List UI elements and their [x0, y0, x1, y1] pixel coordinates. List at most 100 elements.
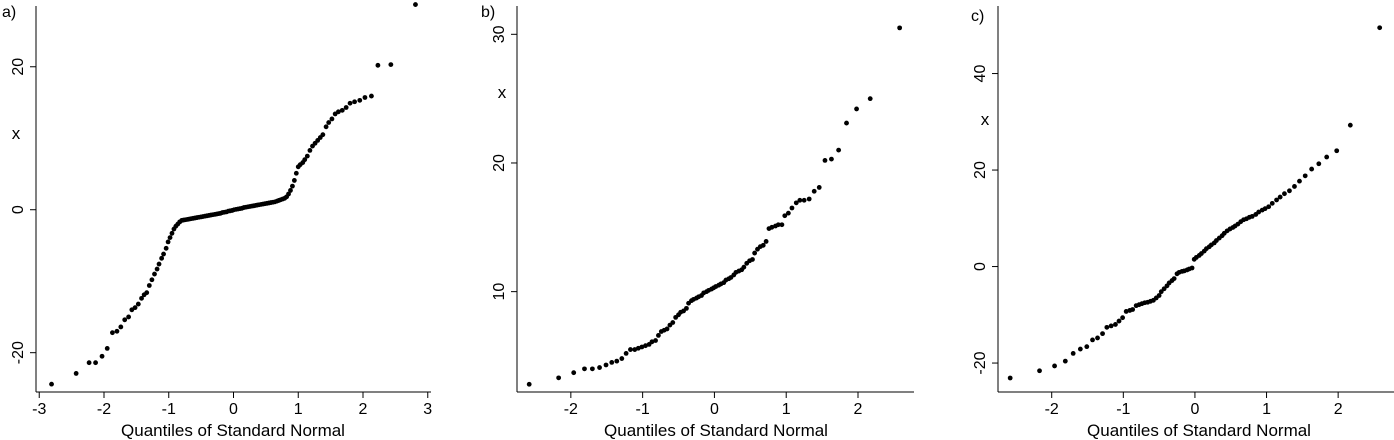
data-point — [357, 97, 363, 103]
data-point — [167, 235, 173, 241]
data-point — [867, 96, 873, 102]
x-tick-label: -2 — [1045, 401, 1059, 418]
panel-a: a) Quantiles of Standard Normal x -3 -2 -1… — [2, 2, 432, 440]
y-tick-label: 0 — [972, 262, 989, 271]
data-point — [623, 351, 629, 356]
x-axis-title: Quantiles of Standard Normal — [1087, 421, 1311, 440]
data-point — [1090, 337, 1095, 343]
data-point — [1084, 344, 1090, 350]
data-point — [614, 358, 620, 364]
panel-label: c) — [971, 8, 984, 25]
x-axis-title: Quantiles of Standard Normal — [121, 421, 345, 440]
point-layer — [49, 2, 418, 387]
point-layer — [1007, 25, 1383, 381]
data-point — [1007, 375, 1013, 381]
x-tick-label: 2 — [854, 401, 863, 418]
data-point — [49, 381, 54, 387]
data-point — [1274, 197, 1279, 203]
data-point — [122, 317, 128, 323]
data-point — [1324, 154, 1330, 160]
x-tick-label: 0 — [710, 401, 719, 418]
data-point — [1077, 346, 1083, 352]
data-point — [750, 257, 755, 262]
data-point — [126, 314, 131, 320]
data-point — [741, 264, 747, 270]
y-tick-label: 20 — [491, 154, 508, 172]
data-point — [323, 124, 329, 130]
data-point — [110, 330, 115, 336]
x-tick-label: 0 — [229, 401, 238, 418]
data-point — [1287, 188, 1292, 194]
data-point — [1095, 335, 1100, 341]
data-point — [782, 213, 788, 219]
data-point — [1309, 166, 1315, 172]
x-tick-label: 1 — [1262, 401, 1271, 418]
data-point — [73, 371, 79, 376]
data-point — [1292, 184, 1297, 189]
data-point — [829, 156, 834, 162]
data-point — [1108, 323, 1114, 329]
data-point — [352, 99, 357, 105]
data-point — [154, 266, 160, 272]
data-point — [293, 170, 299, 176]
data-point — [1266, 204, 1272, 210]
data-point — [149, 277, 155, 283]
data-point — [670, 320, 676, 325]
data-point — [118, 324, 124, 330]
data-point — [1189, 265, 1195, 271]
data-point — [362, 95, 368, 100]
data-point — [1302, 173, 1308, 179]
data-point — [1156, 293, 1162, 298]
x-tick-label: 3 — [423, 401, 432, 418]
y-tick-label: 30 — [491, 25, 508, 43]
y-tick-label: 20 — [972, 161, 989, 179]
x-tick-label: -2 — [97, 401, 111, 418]
data-point — [597, 365, 602, 370]
y-tick-label: 40 — [972, 65, 989, 83]
y-tick-label: 20 — [10, 58, 27, 76]
data-point — [1130, 307, 1136, 312]
panel-label: b) — [481, 4, 495, 21]
data-point — [844, 120, 849, 126]
y-tick-label: -20 — [10, 341, 27, 364]
data-point — [1037, 368, 1042, 374]
data-point — [822, 158, 828, 163]
data-point — [1100, 331, 1105, 337]
data-point — [1120, 315, 1126, 321]
data-point — [1113, 322, 1118, 327]
data-point — [339, 107, 345, 113]
data-point — [156, 261, 162, 267]
data-point — [388, 62, 394, 68]
data-point — [291, 178, 297, 183]
x-tick-label: -1 — [162, 401, 176, 418]
panel-c: c) Quantiles of Standard Normal x -2 -1 0 1… — [971, 6, 1394, 440]
data-point — [653, 338, 658, 343]
data-point — [793, 200, 799, 206]
x-tick-label: 1 — [294, 401, 303, 418]
data-point — [811, 188, 817, 194]
data-point — [146, 283, 152, 288]
data-point — [152, 271, 157, 277]
data-point — [1269, 200, 1275, 206]
data-point — [806, 196, 812, 202]
data-point — [854, 106, 859, 112]
data-point — [1052, 363, 1057, 369]
data-point — [302, 157, 308, 163]
data-point — [752, 250, 758, 256]
data-point — [816, 185, 822, 190]
data-point — [104, 345, 110, 351]
tick-layer: -2 -1 0 1 2 10 20 30 — [491, 25, 863, 418]
x-tick-label: 0 — [1190, 401, 1199, 418]
data-point — [1347, 122, 1353, 128]
x-tick-label: 2 — [359, 401, 368, 418]
data-point — [1171, 276, 1177, 282]
data-point — [603, 362, 609, 368]
data-point — [375, 62, 381, 68]
data-point — [1377, 25, 1383, 31]
data-point — [836, 147, 842, 153]
data-point — [526, 381, 532, 387]
data-point — [785, 210, 791, 216]
data-point — [114, 328, 120, 334]
tick-layer: -2 -1 0 1 2 -20 0 20 40 — [972, 65, 1343, 418]
